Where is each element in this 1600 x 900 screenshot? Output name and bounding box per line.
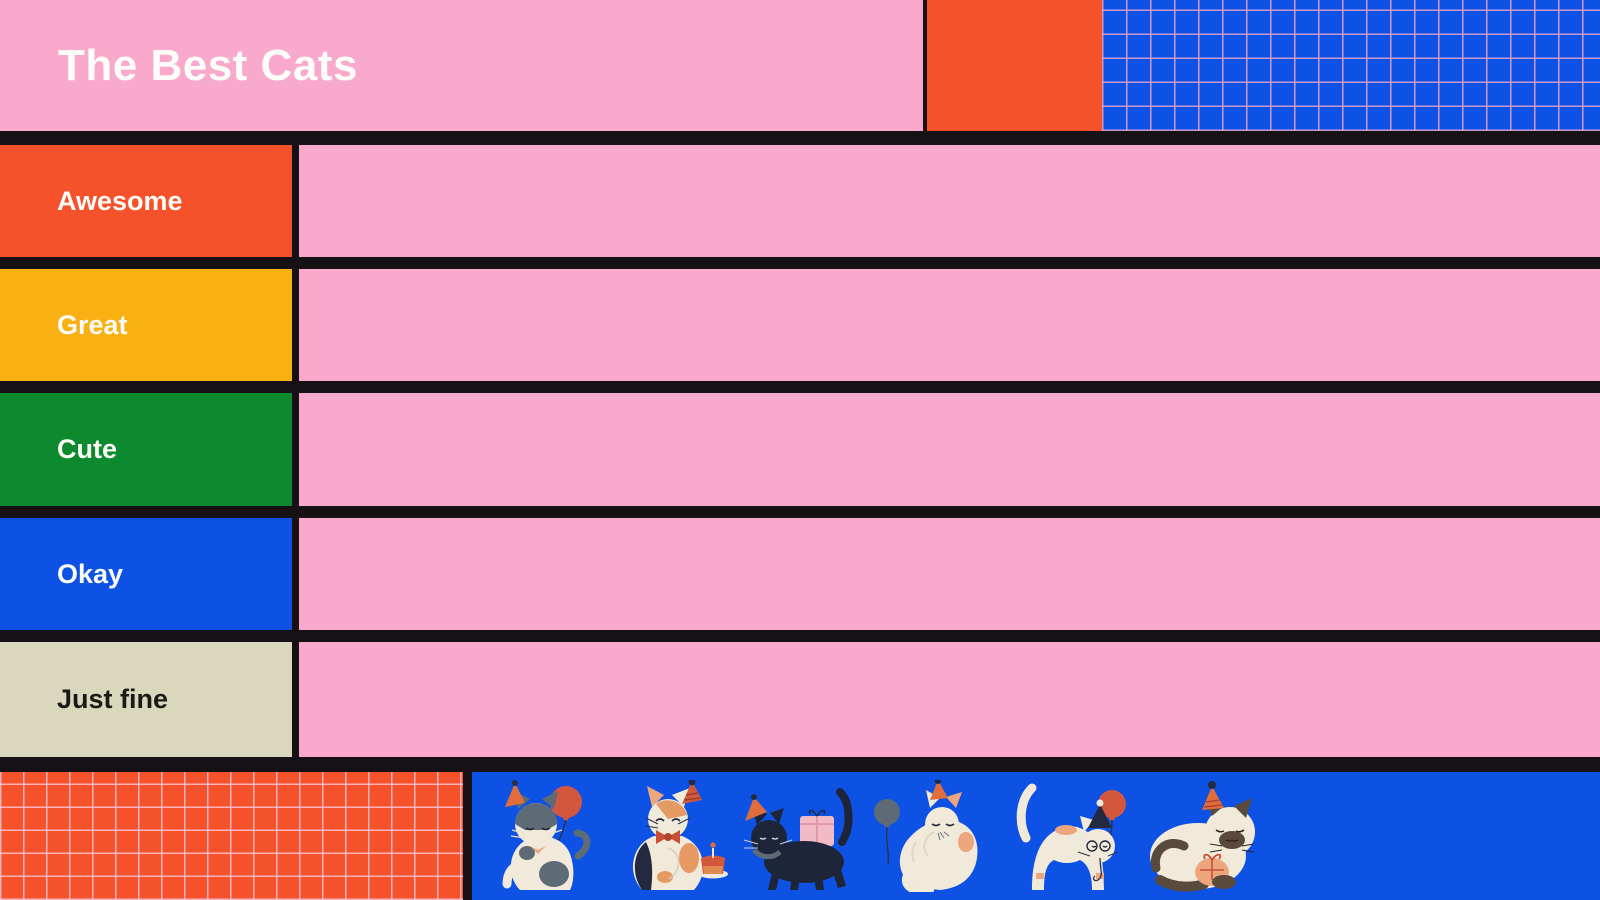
tier-label-text: Okay bbox=[57, 558, 124, 589]
tier-row-awesome-dropzone[interactable] bbox=[299, 145, 1600, 257]
stretching-cat-with-red-balloon-icon bbox=[1016, 783, 1126, 890]
tier-row-great-dropzone[interactable] bbox=[299, 269, 1600, 381]
tier-row-okay-dropzone[interactable] bbox=[299, 518, 1600, 630]
cat-item-siamese-gift[interactable] bbox=[1140, 780, 1270, 892]
gray-cat-with-red-balloon-icon bbox=[502, 780, 591, 890]
header-blue-grid-decor bbox=[1102, 0, 1600, 131]
tier-row-just-fine-dropzone[interactable] bbox=[299, 642, 1600, 757]
tier-label-text: Great bbox=[57, 309, 128, 340]
tier-label-just-fine: Just fine bbox=[0, 642, 292, 757]
tier-label-great: Great bbox=[0, 269, 292, 381]
tier-label-text: Awesome bbox=[57, 185, 183, 216]
cat-item-black-gift[interactable] bbox=[742, 780, 862, 892]
tier-label-text: Just fine bbox=[57, 684, 169, 714]
calico-cat-with-birthday-cake-icon bbox=[632, 780, 728, 890]
black-cat-with-gift-icon bbox=[743, 788, 853, 890]
cat-item-calico-cake[interactable] bbox=[608, 780, 732, 892]
tier-label-text: Cute bbox=[57, 434, 117, 464]
footer-orange-grid-decor bbox=[0, 772, 463, 900]
cat-item-cream-gray-balloon[interactable] bbox=[872, 780, 992, 892]
cat-item-gray-balloon[interactable] bbox=[492, 780, 592, 892]
cat-tray bbox=[472, 772, 1600, 900]
page-title: The Best Cats bbox=[58, 40, 358, 90]
header-orange-decor-block bbox=[927, 0, 1102, 131]
curled-cream-cat-with-gray-balloon-icon bbox=[874, 780, 978, 892]
tier-row-cute-dropzone[interactable] bbox=[299, 393, 1600, 506]
cat-item-stretch-red-balloon[interactable] bbox=[1008, 776, 1130, 892]
header-title-block: The Best Cats bbox=[0, 0, 923, 131]
sleeping-siamese-cat-with-gift-icon bbox=[1150, 781, 1255, 892]
tier-label-awesome: Awesome bbox=[0, 145, 292, 257]
tier-label-cute: Cute bbox=[0, 393, 292, 506]
tier-label-okay: Okay bbox=[0, 518, 292, 630]
